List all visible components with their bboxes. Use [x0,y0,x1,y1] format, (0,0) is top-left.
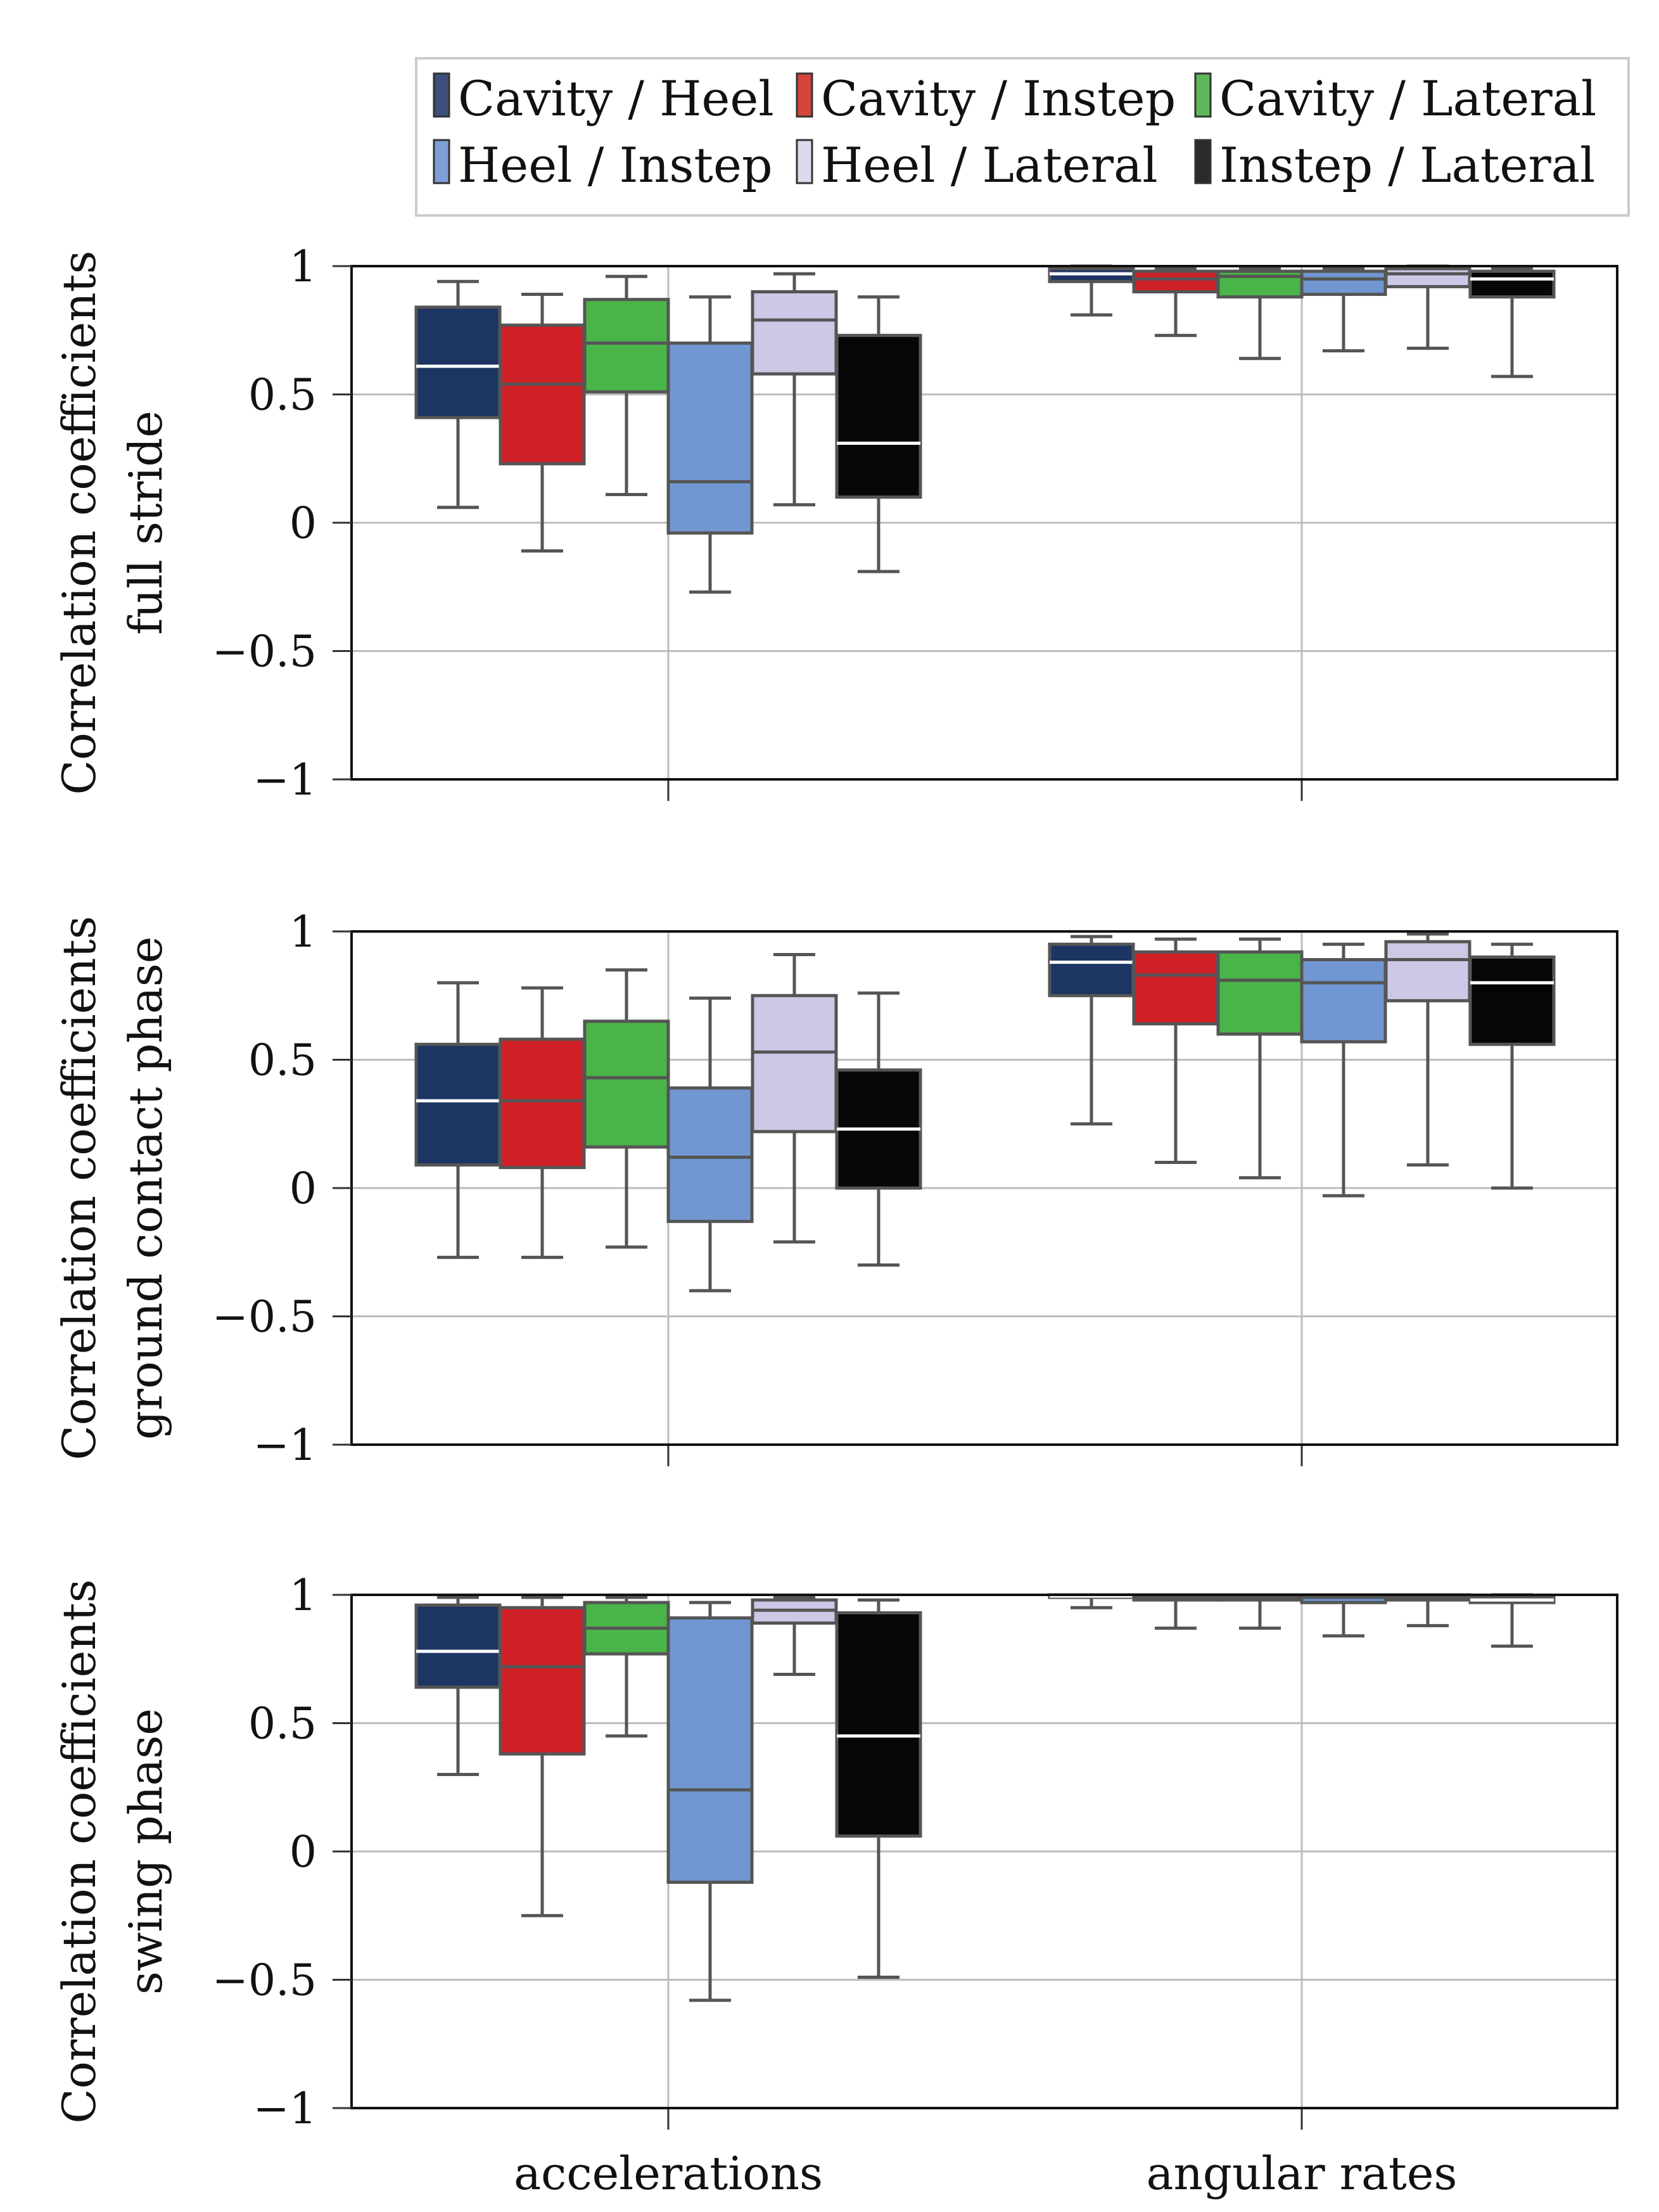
legend-label-3: Cavity / Lateral [1219,70,1596,127]
box-ang-3 [1216,937,1304,1180]
y-axis-title-line-1: Correlation coefficients [53,1579,106,2123]
y-tick-label: 0.5 [248,1699,317,1749]
box-body [583,1020,670,1149]
y-tick-label: 0.5 [248,1036,317,1086]
box-body [751,994,838,1134]
legend-label-6: Instep / Lateral [1219,137,1595,193]
box-body [1132,950,1219,1026]
y-tick-label: −1 [253,2084,317,2134]
box-ang-6 [1468,267,1556,378]
box-acc-5 [751,272,838,507]
box-acc-1 [414,279,502,509]
x-category-label-2: angular rates [1147,2147,1458,2200]
legend-label-1: Cavity / Heel [458,70,774,127]
box-body [666,1086,754,1224]
box-body [1384,940,1471,1002]
legend-label-2: Cavity / Instep [821,70,1176,127]
box-acc-5 [751,952,838,1244]
y-axis-title-line-2: ground contact phase [119,937,172,1440]
y-axis-title-line-1: Correlation coefficients [53,916,106,1460]
legend-swatch-3 [1194,72,1212,118]
box-body [1300,269,1387,297]
y-tick-label: 0 [289,499,317,549]
box-body [666,1616,754,1884]
box-ang-1 [1048,935,1135,1126]
legend-swatch-2 [796,72,813,118]
box-acc-4 [666,295,754,594]
box-body [666,342,754,535]
y-tick-label: −0.5 [212,1956,317,2006]
box-acc-6 [835,295,922,573]
box-body [835,1611,922,1838]
box-body [414,1603,502,1689]
box-body [1048,942,1135,997]
box-body [751,290,838,376]
box-acc-4 [666,1601,754,2002]
legend: Cavity / Heel Cavity / Instep Cavity / Lat… [415,57,1630,217]
panel-3: 1 0.5 0 −0.5 −1 Correlation coefficients swing… [53,1571,1618,2134]
box-acc-2 [499,293,586,553]
box-body [1384,267,1471,288]
panel-1: 1 0.5 0 −0.5 −1 Correlation coefficients full … [53,242,1618,805]
box-ang-2 [1132,267,1219,337]
y-tick-label: 0 [289,1827,317,1877]
box-acc-2 [499,1595,586,1917]
y-tick-label: −0.5 [212,627,317,677]
y-axis-title-line-1: Correlation coefficients [53,250,106,795]
box-acc-5 [751,1595,838,1677]
panel-2: 1 0.5 0 −0.5 −1 Correlation coefficients groun… [53,907,1618,1471]
box-body [1132,269,1219,294]
y-axis-title-line-2: swing phase [119,1708,172,1995]
legend-label-5: Heel / Lateral [821,137,1158,193]
box-body [499,1037,586,1170]
y-tick-label: 1 [289,242,317,292]
y-tick-label: −1 [253,1421,317,1471]
box-acc-1 [414,1595,502,1776]
box-body [1468,956,1556,1046]
box-acc-4 [666,996,754,1293]
y-tick-label: −0.5 [212,1293,317,1343]
y-tick-label: 1 [289,1571,317,1621]
y-tick-label: 1 [289,907,317,957]
y-tick-label: 0.5 [248,371,317,421]
box-body [414,305,502,419]
legend-label-4: Heel / Instep [458,137,773,193]
box-body [499,1606,586,1756]
x-axis-category-labels: accelerations angular rates [514,2147,1457,2200]
box-body [1468,269,1556,299]
box-body [414,1042,502,1167]
x-category-label-1: accelerations [514,2147,823,2200]
y-axis-title-line-2: full stride [119,411,172,635]
y-tick-label: 0 [289,1164,317,1214]
box-body [835,333,922,499]
box-acc-6 [835,1598,922,1979]
legend-swatch-4 [433,139,450,184]
box-body [1216,950,1304,1036]
box-acc-3 [583,274,670,496]
box-acc-3 [583,1595,670,1738]
box-ang-5 [1384,932,1471,1167]
box-acc-3 [583,968,670,1249]
box-body [583,298,670,393]
legend-frame [415,57,1630,217]
box-body [1300,958,1387,1044]
y-tick-label: −1 [253,755,317,805]
box-body [499,323,586,466]
box-ang-4 [1300,942,1387,1198]
legend-swatch-6 [1194,139,1212,184]
box-ang-3 [1216,267,1304,361]
legend-swatch-5 [796,139,813,184]
legend-swatch-1 [433,72,450,118]
box-ang-6 [1468,942,1556,1190]
box-ang-2 [1132,937,1219,1164]
box-acc-6 [835,991,922,1267]
